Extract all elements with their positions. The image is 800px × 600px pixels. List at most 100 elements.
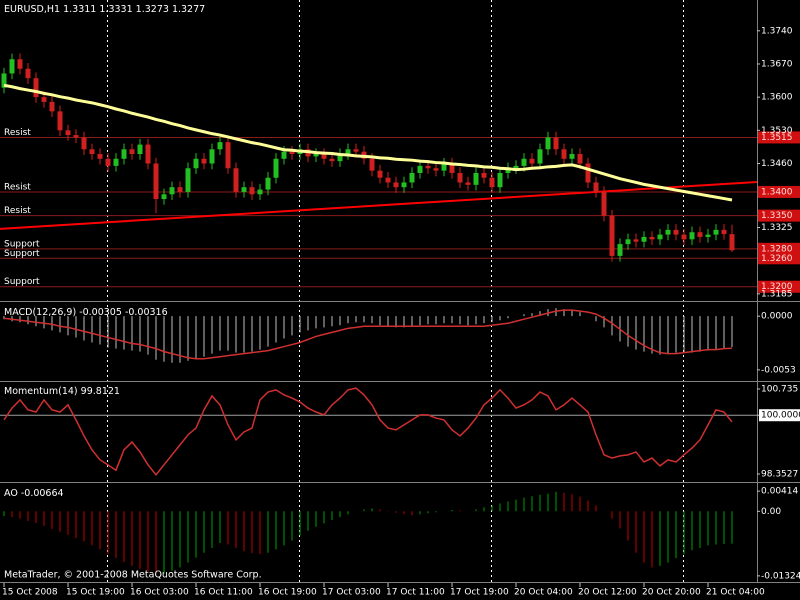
level-name: Resist <box>4 128 31 138</box>
x-tick-label: 15 Oct 2008 <box>2 588 58 598</box>
candle-body <box>409 172 415 183</box>
x-tick-label: 16 Oct 19:00 <box>258 588 317 598</box>
candle-body <box>249 187 255 195</box>
candle-body <box>449 163 455 173</box>
candle-body <box>81 137 87 150</box>
y-tick-label: 1.3325 <box>761 223 793 233</box>
candle-body <box>665 229 671 235</box>
header-low: 1.3273 <box>136 4 169 15</box>
level-price-label: 1.3260 <box>761 254 793 264</box>
candle-body <box>193 158 199 169</box>
x-tick-label: 20 Oct 20:00 <box>642 588 701 598</box>
candle-body <box>161 194 167 200</box>
candle-body <box>113 158 119 166</box>
candle-body <box>353 149 359 152</box>
candle-body <box>569 154 575 159</box>
y-tick-label: 1.3600 <box>761 93 793 103</box>
candle-body <box>209 149 215 164</box>
level-price-label: 1.3400 <box>761 187 793 197</box>
candle-body <box>497 172 503 188</box>
level-name: Resist <box>4 206 31 216</box>
candle-body <box>49 101 55 112</box>
candle-body <box>681 234 687 240</box>
candle-body <box>377 170 383 178</box>
level-name: Support <box>4 239 40 249</box>
candle-body <box>673 229 679 235</box>
candle-body <box>713 229 719 235</box>
x-tick-label: 20 Oct 04:00 <box>514 588 573 598</box>
candle-body <box>633 239 639 242</box>
candle-body <box>281 151 287 159</box>
ao-header: AO -0.00664 <box>4 488 64 499</box>
candle-body <box>537 149 543 164</box>
main-header: EURUSD,H1 1.3311 1.3331 1.3273 1.3277 <box>4 4 205 15</box>
candle-body <box>313 154 319 157</box>
candle-body <box>89 149 95 155</box>
candle-body <box>137 144 143 155</box>
candle-body <box>473 172 479 185</box>
candle-body <box>17 59 23 69</box>
candle-body <box>577 154 583 164</box>
x-tick-label: 16 Oct 03:00 <box>130 588 189 598</box>
candle-body <box>9 59 15 74</box>
level-price-label: 1.3280 <box>761 244 793 254</box>
candle-body <box>145 144 151 164</box>
level-price-box <box>758 252 800 265</box>
y-tick-label: 98.3527 <box>761 470 798 480</box>
y-tick-label: 0.00414 <box>761 487 798 497</box>
level-price-label: 1.3350 <box>761 211 793 221</box>
macd-value: -0.00305 <box>79 307 122 318</box>
signal-line <box>3 309 733 360</box>
candle-body <box>417 165 423 173</box>
candle-body <box>441 163 447 171</box>
level-price-label: 1.3200 <box>761 282 793 292</box>
candle-body <box>721 229 727 235</box>
candle-body <box>345 149 351 155</box>
plot-layer: ResistResistResistSupportSupportSupport1… <box>0 26 800 598</box>
candle-body <box>225 142 231 169</box>
candle-body <box>289 151 295 155</box>
candle-body <box>393 182 399 188</box>
y-tick-label: 100.0000 <box>761 411 800 421</box>
candle-body <box>433 168 439 171</box>
x-tick-label: 20 Oct 12:00 <box>578 588 637 598</box>
candle-body <box>513 165 519 169</box>
candle-body <box>169 187 175 195</box>
candle-body <box>97 154 103 159</box>
y-tick-label: 0.00 <box>761 507 781 517</box>
candle-body <box>521 158 527 166</box>
candle-body <box>705 234 711 237</box>
y-tick-label: 0.0000 <box>761 312 793 322</box>
signal-value: -0.00316 <box>125 307 168 318</box>
x-tick-label: 17 Oct 19:00 <box>450 588 509 598</box>
candle-body <box>329 158 335 162</box>
candle-body <box>457 172 463 183</box>
candle-body <box>257 189 263 195</box>
candle-body <box>369 158 375 171</box>
header-high: 1.3331 <box>99 4 132 15</box>
candle-body <box>697 232 703 237</box>
indicator-name: MACD(12,26,9) <box>4 307 76 318</box>
ao-value: -0.00664 <box>21 488 64 499</box>
candle-body <box>617 244 623 256</box>
candle-body <box>553 137 559 150</box>
x-tick-label: 15 Oct 19:00 <box>66 588 125 598</box>
level-name: Support <box>4 277 40 287</box>
header-close: 1.3277 <box>172 4 205 15</box>
candle-body <box>465 182 471 185</box>
x-tick-label: 16 Oct 11:00 <box>194 588 253 598</box>
candle-body <box>657 234 663 240</box>
level-price-box <box>758 209 800 222</box>
momentum-line <box>3 387 733 477</box>
y-tick-label: 1.3460 <box>761 159 793 169</box>
candle-body <box>1 73 7 88</box>
moving-average <box>3 83 733 202</box>
y-tick-label: 1.3530 <box>761 126 793 136</box>
trendline <box>0 180 758 230</box>
candle-body <box>185 168 191 192</box>
level-price-label: 1.3515 <box>761 133 793 143</box>
period-separators <box>107 0 684 582</box>
momentum-header: Momentum(14) 99.8121 <box>4 386 120 397</box>
level-name: Resist <box>4 182 31 192</box>
candle-body <box>729 234 735 251</box>
